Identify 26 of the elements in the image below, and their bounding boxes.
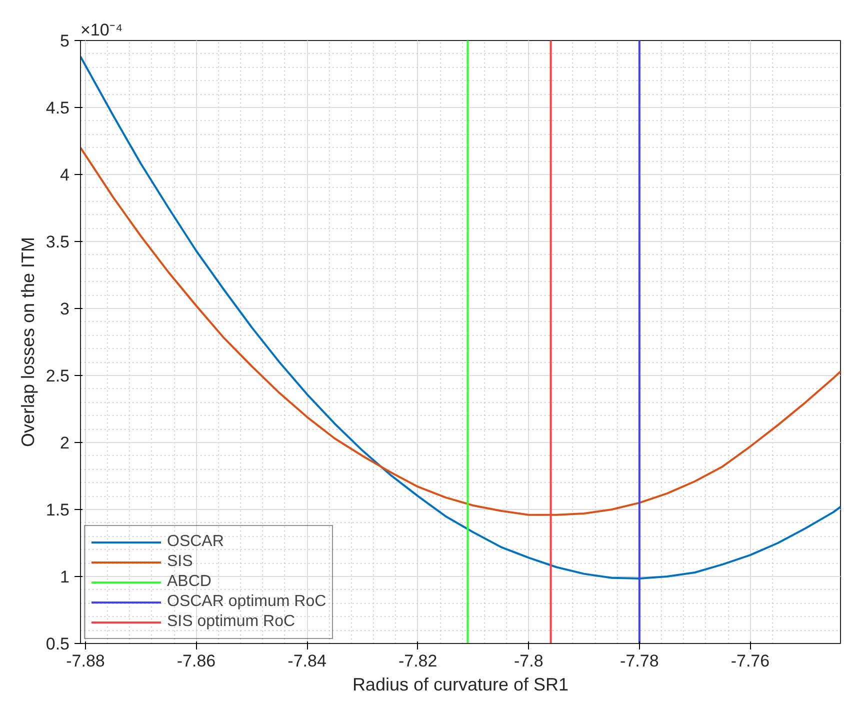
x-tick-label: -7.84 <box>288 652 326 670</box>
y-tick-label: 3.5 <box>46 232 70 252</box>
y-axis-title: Overlap losses on the ITM <box>18 236 38 448</box>
x-tick-label: -7.8 <box>514 652 544 670</box>
y-tick-label: 5 <box>60 32 70 50</box>
legend-label: SIS optimum RoC <box>167 612 296 632</box>
y-tick-label: 1.5 <box>46 500 70 520</box>
text: ×10⁻⁴ <box>80 20 123 40</box>
x-tick-label: -7.78 <box>620 652 659 670</box>
x-tick-label: -7.86 <box>176 652 216 670</box>
y-tick-label: 0.5 <box>46 634 70 654</box>
x-tick-label: -7.88 <box>66 652 105 670</box>
x-axis-title: Radius of curvature of SR1 <box>352 674 569 694</box>
legend-label: ABCD <box>167 572 212 592</box>
y-tick-label: 2.5 <box>46 366 70 386</box>
line-series <box>80 146 840 516</box>
y-tick-label: 4 <box>60 166 70 184</box>
legend-label: OSCAR optimum RoC <box>167 592 326 612</box>
legend-label: OSCAR <box>167 532 224 552</box>
legend-label: SIS <box>167 552 193 572</box>
y-tick-label: 2 <box>60 434 70 452</box>
y-tick-label: 1 <box>60 568 70 586</box>
x-tick-label: -7.82 <box>398 652 438 670</box>
y-tick-label: 4.5 <box>46 98 70 118</box>
y-tick-label: 3 <box>60 300 70 318</box>
x-tick-label: -7.76 <box>730 652 770 670</box>
